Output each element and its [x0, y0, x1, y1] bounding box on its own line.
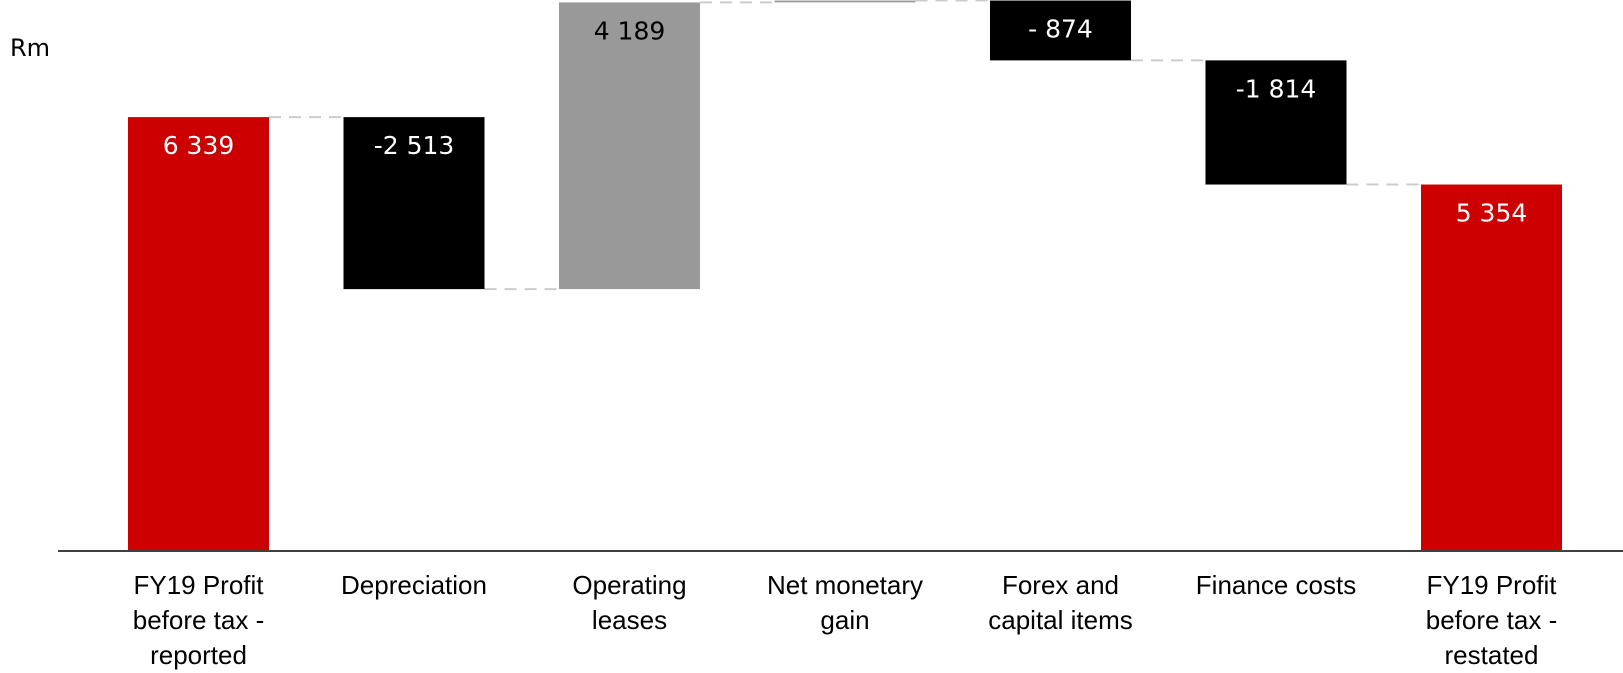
bar-0 [128, 117, 269, 552]
bar-5 [1205, 60, 1347, 185]
bar-4 [990, 0, 1131, 61]
bars [128, 0, 1562, 552]
data-label-1: -2 513 [374, 131, 455, 160]
category-label-6: FY19 Profit before tax -restated [1426, 570, 1558, 670]
data-label-2: 4 189 [594, 16, 666, 45]
data-label-5: -1 814 [1236, 74, 1317, 103]
category-label-4: Forex and capital items [988, 570, 1133, 635]
category-label-1: Depreciation [341, 570, 487, 600]
bar-6 [1421, 184, 1562, 551]
category-label-3: Net monetary gain [767, 570, 923, 635]
bar-2 [559, 2, 700, 290]
connector-lines [269, 0, 1421, 291]
category-labels: FY19 Profit before tax -reported Depreciat… [133, 570, 1558, 670]
bar-3 [774, 0, 916, 3]
data-label-6: 5 354 [1456, 199, 1528, 228]
category-label-0: FY19 Profit before tax -reported [133, 570, 265, 670]
category-label-2: Operating leases [572, 570, 686, 635]
unit-label: Rm [10, 34, 51, 62]
data-label-4: - 874 [1028, 15, 1093, 44]
category-label-5: Finance costs [1196, 570, 1356, 600]
bar-1 [343, 117, 485, 290]
data-label-0: 6 339 [163, 131, 235, 160]
